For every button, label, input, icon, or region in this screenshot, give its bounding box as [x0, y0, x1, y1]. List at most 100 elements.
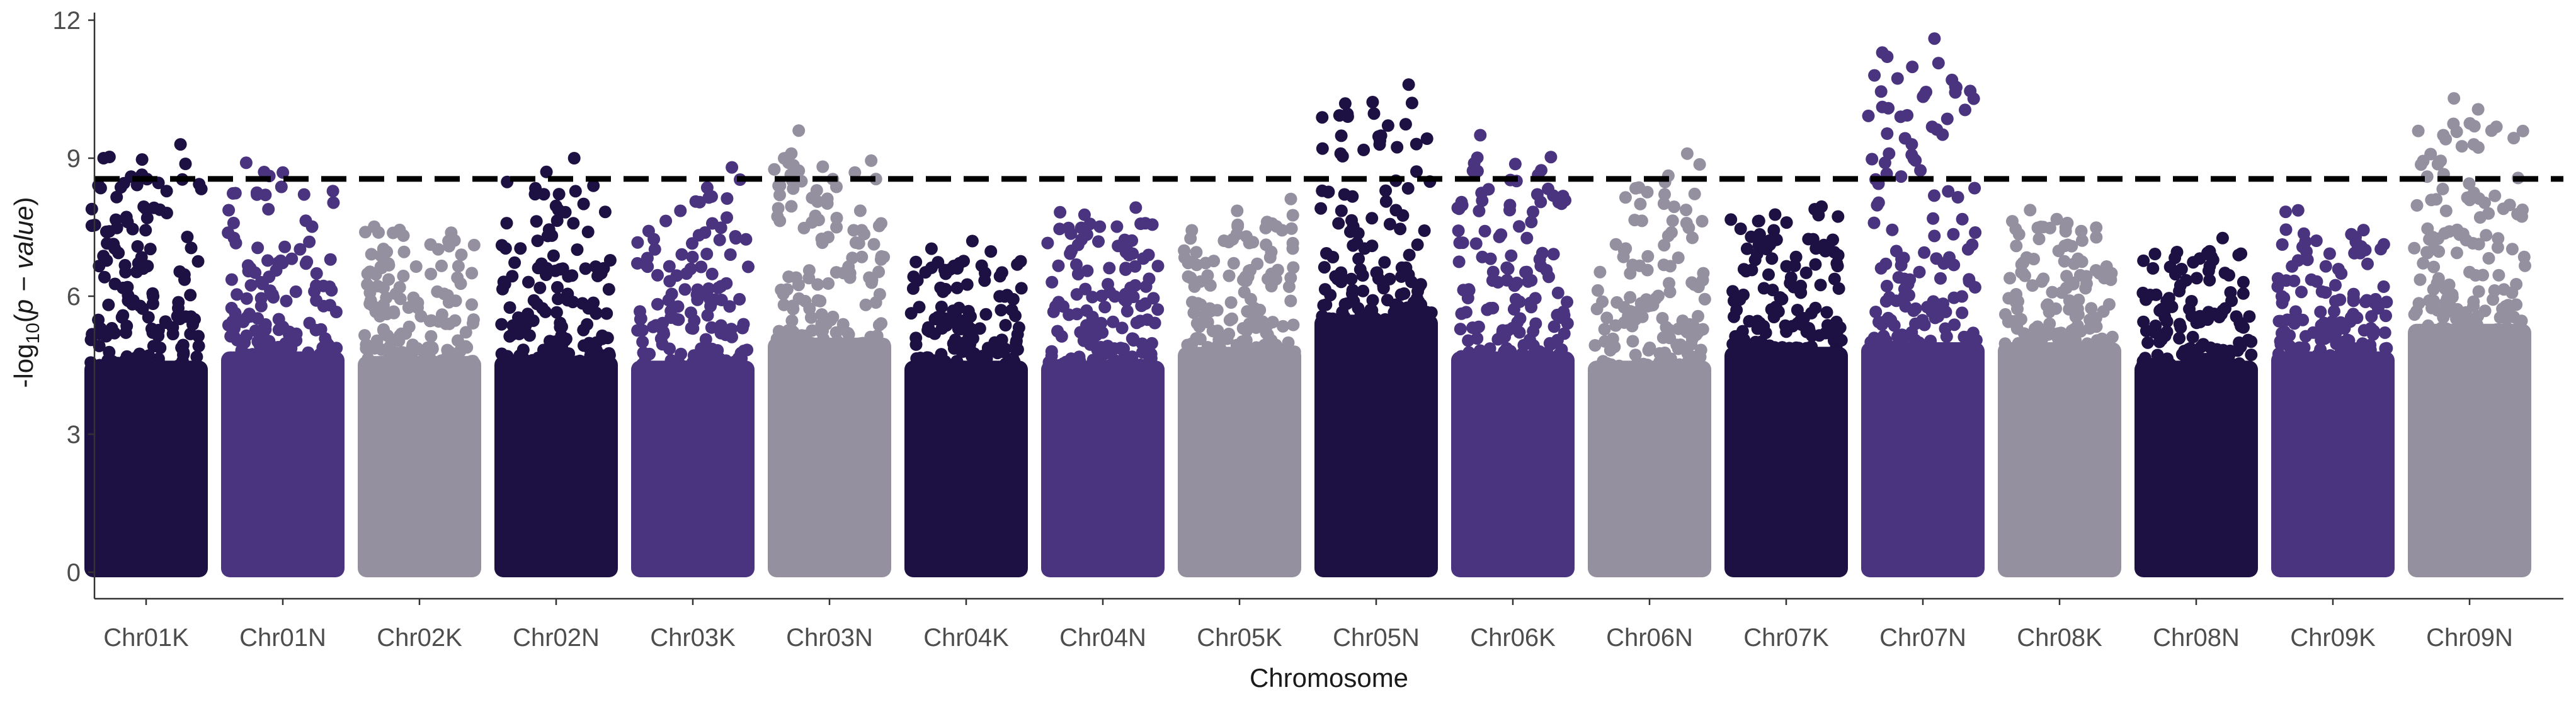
snp-point	[380, 291, 393, 304]
x-tick-label: Chr05N	[1333, 624, 1420, 652]
snp-point	[2055, 286, 2068, 299]
y-tick-label: 9	[67, 145, 81, 173]
chromosome-column-body	[1588, 360, 1711, 577]
snp-point	[1685, 338, 1698, 351]
snp-point	[380, 245, 394, 258]
snp-point	[994, 304, 1008, 317]
snp-point	[925, 261, 938, 274]
snp-point	[2150, 288, 2163, 301]
snp-point	[1410, 137, 1423, 151]
snp-point	[2194, 309, 2206, 323]
snp-point	[1765, 252, 1779, 265]
snp-point	[181, 231, 194, 243]
snp-point	[1379, 195, 1393, 208]
snp-point	[192, 330, 205, 343]
snp-point	[1674, 338, 1687, 351]
snp-point	[1609, 238, 1622, 251]
snp-point	[2237, 321, 2250, 334]
snp-point	[700, 248, 714, 260]
snp-point	[1104, 343, 1117, 357]
snp-point	[1752, 214, 1765, 228]
snp-point	[1525, 216, 1538, 229]
snp-point	[1135, 299, 1148, 313]
snp-point	[1555, 197, 1568, 210]
snp-point	[737, 318, 750, 331]
snp-point	[1137, 252, 1150, 265]
snp-point	[2516, 210, 2528, 223]
snp-point	[2079, 282, 2092, 295]
snp-point	[978, 274, 991, 287]
snp-point	[1685, 276, 1699, 289]
snp-point	[1188, 280, 1201, 293]
snp-point	[2471, 103, 2485, 116]
x-tick-label: Chr05K	[1197, 624, 1282, 652]
snp-point	[2347, 287, 2360, 301]
snp-point	[1814, 279, 1827, 292]
snp-point	[802, 272, 816, 285]
top-hit-point	[97, 152, 110, 164]
snp-point	[1626, 335, 1639, 348]
snp-point	[532, 262, 545, 275]
snp-point	[2361, 257, 2374, 270]
snp-point	[1951, 191, 1964, 204]
snp-point	[225, 273, 238, 286]
chromosome-column-body	[2134, 360, 2258, 577]
snp-point	[1871, 199, 1884, 212]
snp-point	[852, 237, 865, 250]
snp-point	[2173, 331, 2186, 345]
snp-point	[1895, 170, 1908, 183]
snp-point	[1866, 153, 1879, 166]
snp-point	[323, 340, 336, 354]
snp-point	[1287, 261, 1300, 274]
snp-point	[2046, 285, 2059, 299]
snp-point	[2293, 341, 2306, 354]
snp-point	[1411, 238, 1424, 251]
snp-point	[1108, 290, 1121, 303]
snp-point	[192, 340, 205, 353]
snp-point	[1692, 309, 1704, 323]
snp-point	[1394, 222, 1407, 236]
snp-point	[663, 275, 676, 288]
snp-point	[1942, 185, 1955, 198]
snp-point	[2318, 316, 2330, 330]
snp-point	[358, 329, 371, 342]
snp-point	[2432, 245, 2446, 258]
snp-point	[663, 260, 676, 273]
snp-point	[2037, 272, 2050, 285]
snp-point	[1224, 296, 1238, 309]
x-tick-label: Chr03K	[650, 624, 736, 652]
snp-point	[1456, 236, 1469, 250]
snp-point	[425, 267, 438, 280]
snp-point	[773, 179, 787, 192]
snp-point	[299, 214, 312, 228]
snp-point	[2476, 268, 2489, 282]
snp-point	[697, 287, 710, 301]
snp-point	[785, 314, 799, 327]
snp-point	[1366, 96, 1379, 108]
snp-point	[2024, 204, 2037, 217]
snp-point	[1905, 138, 1918, 151]
snp-point	[1014, 255, 1027, 268]
snp-point	[495, 318, 508, 331]
snp-point	[261, 254, 274, 267]
snp-point	[2063, 294, 2076, 307]
snp-point	[1491, 275, 1505, 289]
snp-point	[2296, 313, 2310, 326]
top-hit-point	[1894, 110, 1907, 124]
snp-point	[289, 285, 302, 298]
snp-point	[259, 333, 272, 346]
snp-point	[97, 250, 110, 263]
top-hit-point	[1878, 156, 1891, 170]
snp-point	[554, 263, 567, 276]
snp-point	[875, 317, 888, 330]
snp-point	[119, 326, 132, 339]
snp-point	[2377, 280, 2390, 293]
snp-point	[1534, 195, 1547, 209]
snp-point	[1231, 220, 1245, 233]
x-tick-label: Chr01N	[239, 624, 326, 652]
snp-point	[1041, 236, 1054, 250]
snp-point	[772, 325, 785, 338]
y-tick-label: 12	[53, 7, 81, 35]
snp-point	[658, 327, 670, 340]
snp-point	[1745, 263, 1758, 277]
